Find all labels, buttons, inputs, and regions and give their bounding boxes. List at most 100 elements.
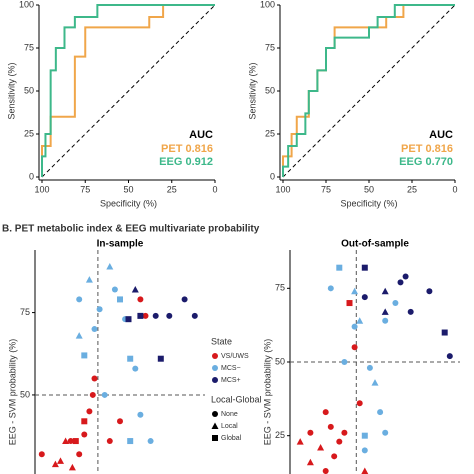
- y-tick-label: 75: [275, 283, 285, 293]
- point: [142, 312, 149, 319]
- point: [57, 457, 64, 464]
- point: [81, 418, 88, 425]
- x-axis-label: Specificity (%): [100, 198, 157, 208]
- point: [111, 286, 118, 293]
- legend-title: Local-Global: [211, 394, 262, 404]
- legend-entry: PET 0.816: [161, 143, 213, 155]
- point: [152, 312, 159, 319]
- point: [356, 400, 363, 407]
- legend-entry: MCS+: [221, 377, 241, 384]
- point: [426, 288, 433, 295]
- point: [89, 391, 96, 398]
- legend-swatch: [212, 377, 218, 383]
- legend-entry: VS/UWS: [221, 353, 249, 360]
- point: [62, 437, 70, 445]
- point: [377, 409, 384, 416]
- x-tick-label: 100: [34, 184, 49, 194]
- point: [67, 438, 74, 445]
- point: [381, 308, 389, 315]
- x-tick-label: 75: [80, 184, 90, 194]
- point: [137, 411, 144, 418]
- x-tick-label: 0: [212, 184, 217, 194]
- y-tick-label: 25: [265, 128, 275, 138]
- chart-title: Out-of-sample: [341, 239, 409, 250]
- point: [72, 438, 79, 445]
- point: [331, 453, 338, 460]
- point: [407, 308, 414, 315]
- legend-entry: Global: [221, 435, 242, 442]
- point: [147, 438, 154, 445]
- y-axis-label: EEG - SVM probability (%): [7, 339, 17, 446]
- point: [382, 317, 389, 324]
- legend-entry: Local: [221, 423, 238, 430]
- point: [86, 408, 93, 415]
- point: [366, 364, 373, 371]
- point: [132, 365, 139, 372]
- y-tick-label: 0: [270, 171, 275, 181]
- point: [125, 316, 132, 323]
- point: [382, 429, 389, 436]
- y-tick-label: 50: [265, 85, 275, 95]
- point: [106, 438, 113, 445]
- point: [336, 264, 343, 271]
- roc-curve: [41, 4, 215, 177]
- legend-title: AUC: [429, 129, 453, 141]
- legend-entry: MCS−: [221, 365, 241, 372]
- legend-title: State: [211, 336, 232, 346]
- point: [356, 317, 364, 324]
- y-tick-label: 75: [265, 42, 275, 52]
- legend-title: AUC: [189, 129, 213, 141]
- point: [306, 458, 314, 466]
- y-tick-label: 50: [20, 389, 30, 399]
- point: [68, 463, 76, 471]
- point: [361, 467, 369, 474]
- y-axis-label: Sensitivity (%): [6, 62, 16, 119]
- point: [441, 329, 448, 336]
- point: [131, 286, 139, 293]
- point: [38, 451, 45, 458]
- x-tick-label: 100: [275, 184, 290, 194]
- point: [51, 460, 59, 468]
- reference-line: [41, 4, 216, 178]
- point: [397, 279, 404, 286]
- y-tick-label: 25: [24, 128, 34, 138]
- point: [117, 296, 123, 303]
- legend-entry: None: [221, 411, 238, 418]
- chart-title: In-sample: [97, 239, 144, 250]
- x-tick-label: 50: [123, 184, 133, 194]
- point: [371, 379, 379, 386]
- point: [361, 447, 368, 454]
- point: [351, 287, 359, 295]
- legend-entry: PET 0.816: [401, 143, 453, 155]
- point: [346, 300, 353, 307]
- point: [81, 431, 88, 438]
- point: [91, 375, 98, 382]
- point: [76, 296, 83, 303]
- legend-swatch: [212, 365, 218, 371]
- point: [101, 391, 108, 398]
- y-tick-label: 50: [24, 85, 34, 95]
- point: [191, 312, 198, 319]
- point: [106, 262, 114, 270]
- point: [381, 287, 389, 295]
- legend-swatch: [212, 411, 218, 417]
- point: [351, 323, 358, 330]
- point: [91, 326, 98, 333]
- point: [361, 432, 368, 439]
- point: [137, 312, 144, 319]
- section-title: B. PET metabolic index & EEG multivariat…: [2, 224, 260, 235]
- point: [137, 296, 144, 303]
- point: [75, 332, 83, 339]
- point: [361, 264, 368, 271]
- point: [157, 355, 164, 362]
- reference-line: [282, 4, 456, 178]
- point: [327, 285, 334, 292]
- point: [322, 468, 329, 474]
- point: [181, 296, 188, 303]
- point: [127, 355, 134, 362]
- x-axis-label: Specificity (%): [340, 198, 397, 208]
- point: [361, 294, 368, 301]
- point: [317, 443, 325, 451]
- point: [392, 300, 399, 307]
